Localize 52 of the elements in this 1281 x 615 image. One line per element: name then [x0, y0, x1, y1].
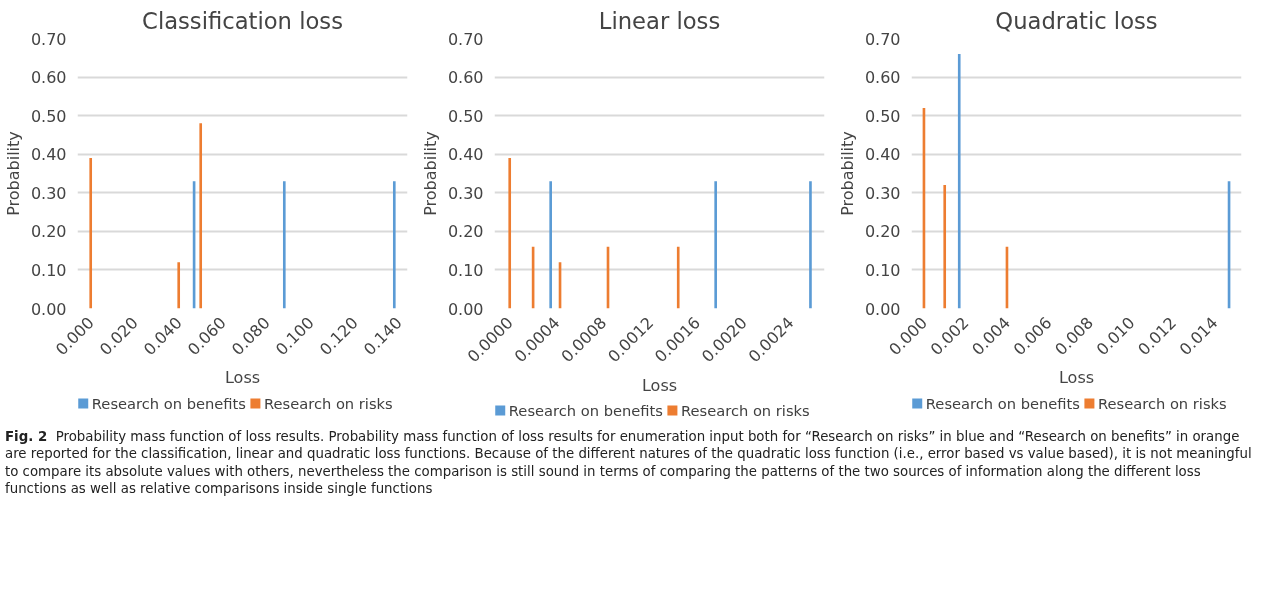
- y-tick-label: 0.20: [864, 222, 901, 242]
- bar: [177, 262, 181, 309]
- y-tick-label: 0.10: [864, 260, 901, 280]
- bar: [89, 158, 93, 309]
- y-tick-label: 0.50: [864, 106, 901, 126]
- bar: [676, 246, 680, 309]
- y-tick-label: 0.00: [30, 299, 67, 319]
- caption: Fig. 2: [5, 429, 48, 444]
- bar: [392, 181, 396, 309]
- bar: [714, 181, 717, 309]
- bar: [809, 181, 812, 309]
- bar: [508, 158, 512, 309]
- y-tick-label: 0.30: [447, 183, 484, 203]
- y-tick-label: 0.20: [30, 222, 67, 242]
- x-axis-title: Loss: [224, 368, 261, 388]
- legend-label: Research on risks: [264, 395, 393, 412]
- chart-title: Linear loss: [598, 7, 721, 34]
- bar: [549, 181, 552, 309]
- y-tick-label: 0.70: [864, 29, 901, 49]
- x-axis-title: Loss: [1058, 368, 1095, 388]
- y-tick-label: 0.10: [447, 260, 484, 280]
- x-axis-title: Loss: [641, 375, 678, 395]
- y-axis-title: Probability: [420, 131, 440, 216]
- legend-label: Research on risks: [1098, 395, 1227, 412]
- legend-label: Research on benefits: [925, 395, 1080, 412]
- y-tick-label: 0.10: [30, 260, 67, 280]
- y-tick-label: 0.60: [30, 68, 67, 88]
- legend-label: Research on risks: [681, 402, 810, 419]
- y-tick-label: 0.70: [30, 29, 67, 49]
- y-tick-label: 0.40: [864, 145, 901, 165]
- y-tick-label: 0.60: [447, 68, 484, 88]
- y-tick-label: 0.70: [447, 29, 484, 49]
- y-axis-title: Probability: [837, 131, 857, 216]
- y-tick-label: 0.30: [30, 183, 67, 203]
- y-tick-label: 0.00: [864, 299, 901, 319]
- y-tick-label: 0.40: [30, 145, 67, 165]
- bar: [199, 123, 203, 309]
- y-tick-label: 0.20: [447, 222, 484, 242]
- legend-label: Research on benefits: [91, 395, 246, 412]
- bar: [957, 53, 961, 309]
- y-tick-label: 0.60: [864, 68, 901, 88]
- bar: [943, 185, 947, 309]
- y-tick-label: 0.30: [864, 183, 901, 203]
- y-tick-label: 0.40: [447, 145, 484, 165]
- chart-title: Quadratic loss: [995, 7, 1158, 34]
- y-tick-label: 0.50: [30, 106, 67, 126]
- y-axis-title: Probability: [3, 131, 23, 216]
- legend-label: Research on benefits: [508, 402, 663, 419]
- bar: [282, 181, 286, 309]
- y-tick-label: 0.00: [447, 299, 484, 319]
- y-tick-label: 0.50: [447, 106, 484, 126]
- chart-title: Classification loss: [142, 7, 343, 34]
